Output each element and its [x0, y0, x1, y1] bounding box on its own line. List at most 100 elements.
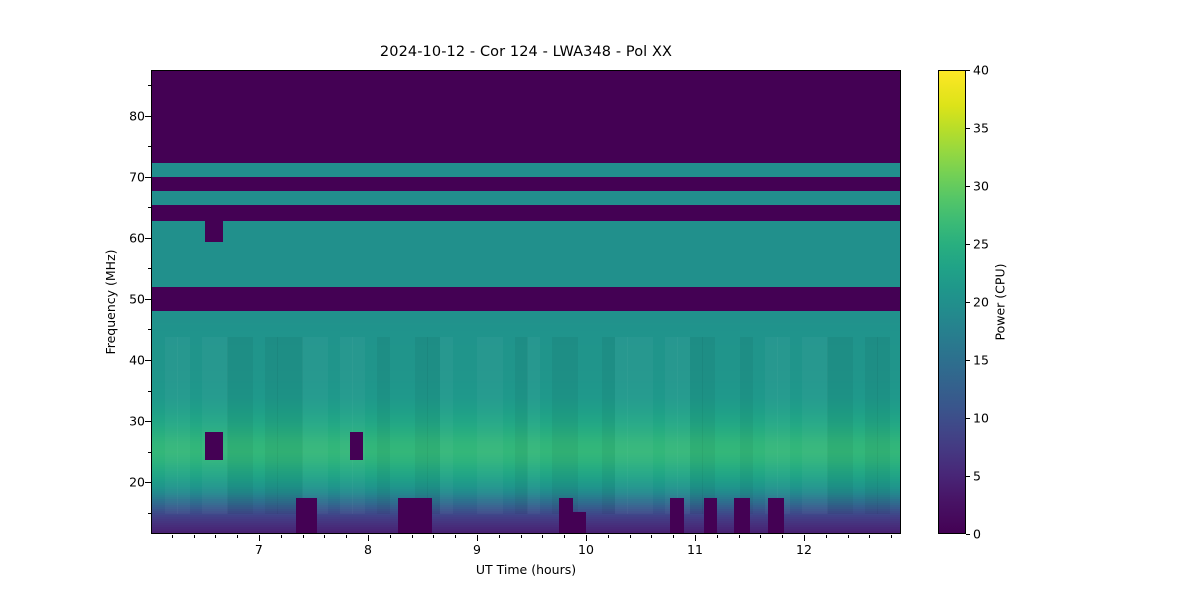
- heatmap-row: [152, 479, 900, 482]
- y-tick-label: 30: [129, 413, 145, 429]
- heatmap-row: [152, 137, 900, 140]
- heatmap-row: [152, 335, 900, 338]
- colorbar-tick-label: 30: [973, 178, 989, 194]
- heatmap-row: [152, 477, 900, 480]
- heatmap-row: [152, 75, 900, 78]
- heatmap-row: [152, 149, 900, 152]
- colorbar-tick-label: 0: [973, 526, 981, 542]
- heatmap-row: [152, 309, 900, 312]
- x-minor-tick: [607, 535, 609, 538]
- heatmap-row: [152, 369, 900, 372]
- x-minor-tick: [193, 535, 195, 538]
- x-minor-tick: [302, 535, 304, 538]
- colorbar-tick-mark: [966, 244, 970, 245]
- heatmap-row: [152, 101, 900, 104]
- heatmap-row: [152, 425, 900, 428]
- colorbar-tick-label: 40: [973, 62, 989, 78]
- heatmap-row: [152, 465, 900, 468]
- heatmap-row: [152, 195, 900, 198]
- heatmap-row: [152, 337, 900, 340]
- heatmap-row: [152, 281, 900, 284]
- heatmap-row: [152, 261, 900, 264]
- heatmap-row: [152, 365, 900, 368]
- heatmap-row: [152, 427, 900, 430]
- x-minor-tick: [825, 535, 827, 538]
- heatmap-row: [152, 471, 900, 474]
- heatmap-row: [152, 375, 900, 378]
- heatmap-row: [152, 129, 900, 132]
- heatmap-row: [152, 277, 900, 280]
- heatmap-image: [152, 71, 900, 533]
- heatmap-time-column: [627, 337, 640, 514]
- y-minor-tick: [148, 451, 151, 453]
- x-minor-tick: [433, 535, 435, 538]
- heatmap-row: [152, 339, 900, 342]
- heatmap-row: [152, 237, 900, 240]
- x-axis-label: UT Time (hours): [475, 562, 577, 577]
- heatmap-row: [152, 107, 900, 110]
- y-minor-tick: [148, 268, 151, 270]
- heatmap-row: [152, 249, 900, 252]
- heatmap-row: [152, 217, 900, 220]
- spectrogram-axes[interactable]: [151, 70, 901, 534]
- heatmap-row: [152, 139, 900, 142]
- y-minor-tick: [148, 512, 151, 514]
- heatmap-row: [152, 301, 900, 304]
- heatmap-row: [152, 299, 900, 302]
- heatmap-row: [152, 397, 900, 400]
- x-minor-tick: [760, 535, 762, 538]
- heatmap-row: [152, 201, 900, 204]
- heatmap-row: [152, 213, 900, 216]
- heatmap-row: [152, 247, 900, 250]
- heatmap-time-column: [739, 336, 753, 514]
- heatmap-row: [152, 85, 900, 88]
- colorbar-tick-label: 15: [973, 352, 989, 368]
- heatmap-time-column: [277, 336, 291, 514]
- heatmap-row: [152, 419, 900, 422]
- rfi-flagged-block: [205, 432, 223, 460]
- heatmap-row: [152, 343, 900, 346]
- heatmap-row: [152, 291, 900, 294]
- colorbar-tick-mark: [966, 534, 970, 535]
- heatmap-row: [152, 99, 900, 102]
- heatmap-row: [152, 321, 900, 324]
- rfi-flagged-block: [767, 497, 785, 533]
- x-tick-label: 12: [796, 542, 812, 557]
- y-minor-tick: [148, 146, 151, 148]
- heatmap-row: [152, 405, 900, 408]
- x-tick-label: 9: [472, 542, 481, 557]
- rfi-flagged-block: [572, 511, 586, 533]
- heatmap-row: [152, 127, 900, 130]
- colorbar-gradient[interactable]: [938, 70, 966, 534]
- heatmap-row: [152, 357, 900, 360]
- rfi-flagged-block: [295, 497, 317, 533]
- x-minor-tick: [280, 535, 282, 538]
- x-minor-tick: [520, 535, 522, 538]
- heatmap-time-column: [427, 336, 441, 514]
- heatmap-row: [152, 379, 900, 382]
- heatmap-row: [152, 241, 900, 244]
- heatmap-row: [152, 311, 900, 314]
- page-title: 2024-10-12 - Cor 124 - LWA348 - Pol XX: [379, 44, 673, 60]
- heatmap-row: [152, 269, 900, 272]
- heatmap-row: [152, 273, 900, 276]
- heatmap-row: [152, 233, 900, 236]
- x-minor-tick: [455, 535, 457, 538]
- heatmap-row: [152, 105, 900, 108]
- y-tick-mark: [145, 421, 151, 423]
- heatmap-row: [152, 115, 900, 118]
- y-tick-label: 50: [129, 291, 145, 307]
- rfi-flagged-block: [398, 497, 433, 533]
- heatmap-row: [152, 263, 900, 266]
- heatmap-row: [152, 407, 900, 410]
- heatmap-row: [152, 473, 900, 476]
- colorbar-tick-label: 5: [973, 468, 981, 484]
- heatmap-row: [152, 313, 900, 316]
- colorbar-tick-mark: [966, 186, 970, 187]
- heatmap-row: [152, 163, 900, 166]
- heatmap-row: [152, 173, 900, 176]
- colorbar-tick-mark: [966, 360, 970, 361]
- heatmap-row: [152, 81, 900, 84]
- x-tick-label: 11: [687, 542, 703, 557]
